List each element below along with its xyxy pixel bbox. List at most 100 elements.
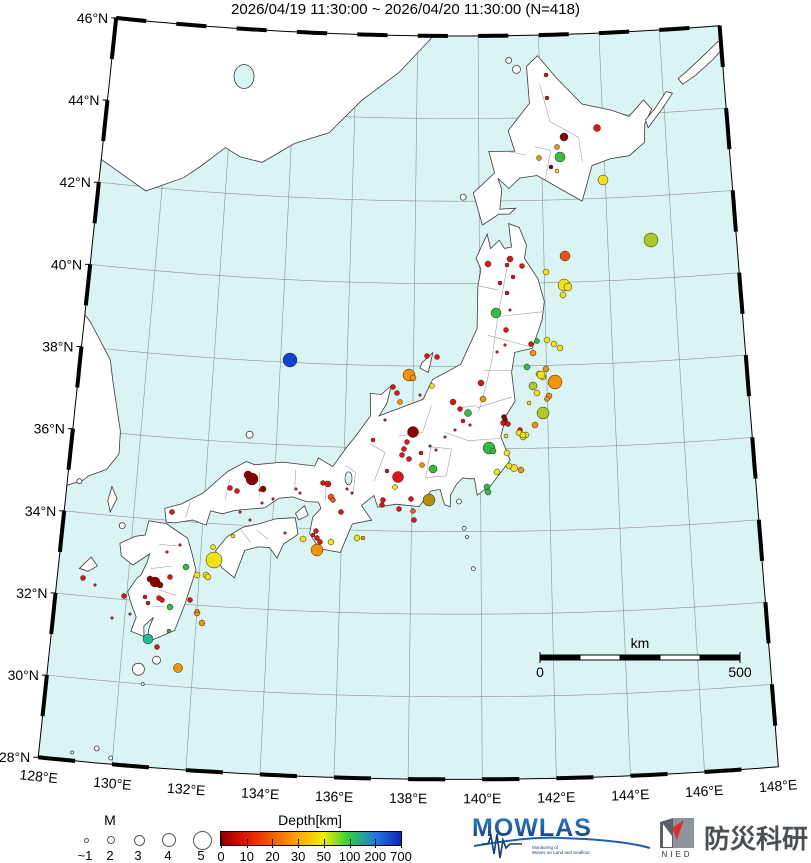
quake-marker: [556, 344, 564, 352]
quake-marker: [418, 450, 424, 456]
quake-marker: [258, 488, 262, 492]
quake-marker: [528, 381, 538, 391]
quake-marker: [443, 435, 447, 439]
depth-legend: Depth[km] 0 10 20 30 50 100 200 700: [217, 810, 411, 863]
quake-marker: [227, 485, 233, 491]
depth-tick: [298, 839, 300, 848]
quake-marker: [260, 501, 264, 505]
quake-marker: [166, 603, 174, 611]
quake-marker: [429, 383, 435, 389]
depth-tick: [323, 839, 325, 848]
quake-marker: [383, 418, 387, 422]
depth-tick-label: 200: [364, 849, 387, 863]
quake-marker: [234, 488, 240, 494]
quake-marker: [205, 551, 223, 569]
quake-marker: [506, 255, 514, 263]
quake-marker: [457, 406, 463, 412]
quake-marker: [418, 393, 422, 397]
lake-biwa: [344, 471, 353, 486]
quake-marker: [314, 535, 320, 541]
quake-marker: [536, 155, 542, 161]
quake-marker: [345, 487, 349, 491]
lat-label: 34°N: [25, 503, 56, 519]
quake-marker: [484, 488, 492, 496]
depth-tick: [375, 839, 377, 848]
quake-marker: [544, 95, 550, 101]
quake-marker: [536, 406, 550, 420]
page-title: 2026/04/19 11:30:00 ~ 2026/04/20 11:30:0…: [231, 1, 580, 18]
depth-tick-label: 30: [290, 849, 306, 863]
quake-marker: [542, 268, 550, 276]
quake-marker: [505, 421, 511, 427]
quake-marker: [338, 509, 344, 515]
quake-marker: [543, 336, 551, 344]
quake-marker: [543, 72, 549, 78]
quake-marker: [169, 509, 175, 515]
quake-marker: [542, 365, 550, 373]
quake-marker: [559, 132, 569, 142]
quake-marker: [392, 484, 398, 490]
nied-japanese-name: 防災科研: [704, 825, 809, 855]
quake-marker: [310, 543, 324, 557]
quake-marker: [503, 433, 509, 439]
quake-marker: [80, 575, 86, 581]
quake-marker: [529, 349, 537, 357]
magnitude-legend-circles: [30, 828, 220, 850]
quake-marker: [93, 583, 97, 587]
magnitude-circle: [83, 837, 89, 843]
quake-marker: [410, 508, 416, 514]
lakes: [233, 64, 353, 486]
nied-logo: NIED 防災科研: [660, 818, 810, 863]
quake-marker: [554, 144, 560, 150]
quake-marker: [419, 462, 425, 468]
depth-tick-label: 20: [265, 849, 280, 863]
lon-label: 134°E: [241, 784, 280, 802]
quake-marker: [505, 462, 513, 470]
quake-marker: [396, 506, 402, 512]
quake-marker: [550, 340, 558, 348]
lat-label: 38°N: [42, 339, 73, 355]
depth-tick: [349, 839, 351, 848]
quake-marker: [146, 575, 154, 583]
quake-marker: [422, 493, 436, 507]
scale-bar: km 0 500: [536, 635, 752, 680]
quake-marker: [477, 379, 485, 387]
quake-marker: [166, 628, 172, 634]
quake-marker: [198, 619, 206, 627]
ocean-area: [38, 17, 779, 780]
lon-label: 144°E: [611, 786, 650, 804]
quake-marker: [531, 421, 539, 429]
quake-marker: [145, 600, 151, 606]
depth-tick: [246, 839, 248, 848]
quake-marker: [548, 164, 554, 170]
quake-marker: [464, 409, 472, 417]
quake-marker: [489, 447, 497, 455]
quake-marker: [503, 449, 511, 457]
quake-marker: [187, 597, 193, 603]
quake-marker: [313, 528, 319, 534]
legend-strip: M ~1 2 3 4 5 Depth[km] 0 10 20 30 50 100 200 700 MO…: [0, 810, 811, 863]
quake-marker: [643, 232, 659, 248]
quake-marker: [504, 290, 510, 296]
quake-marker: [271, 497, 275, 501]
magnitude-label: ~1: [77, 848, 93, 863]
lon-label: 148°E: [758, 776, 797, 795]
magnitude-legend: M ~1 2 3 4 5: [30, 810, 220, 863]
mowlas-subtitle: Monitoring of Waves on Land and Seafloor: [532, 845, 590, 855]
quake-marker: [519, 431, 527, 439]
scale-bar-start: 0: [536, 664, 544, 680]
quake-marker: [428, 464, 438, 474]
nied-letters: NIED: [661, 850, 693, 859]
quake-marker: [406, 456, 412, 462]
quake-marker: [409, 374, 417, 382]
quake-marker: [493, 468, 501, 476]
nied-mark-icon: [660, 818, 694, 848]
quake-marker: [508, 308, 512, 312]
quake-marker: [282, 352, 298, 368]
quake-marker: [159, 597, 165, 603]
quake-marker: [248, 518, 252, 522]
quake-marker: [238, 510, 242, 514]
quake-marker: [243, 470, 253, 480]
quake-marker: [453, 428, 457, 432]
quake-marker: [490, 307, 502, 319]
